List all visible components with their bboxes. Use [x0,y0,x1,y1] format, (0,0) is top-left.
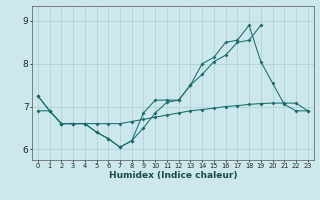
X-axis label: Humidex (Indice chaleur): Humidex (Indice chaleur) [108,171,237,180]
